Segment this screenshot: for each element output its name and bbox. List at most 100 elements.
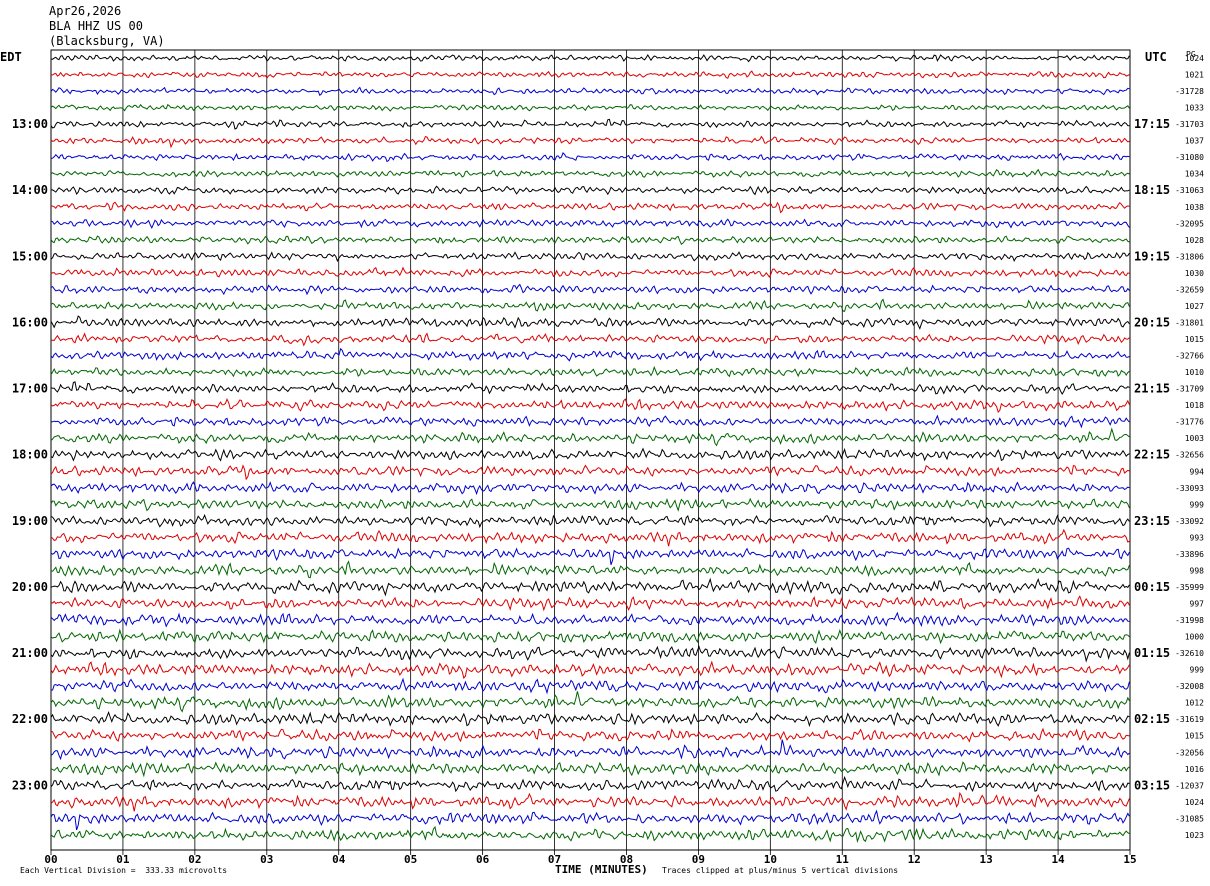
trace-offset-value: 998 — [1190, 566, 1205, 575]
seismic-trace — [50, 103, 1130, 112]
x-tick-label: 04 — [332, 853, 346, 866]
trace-offset-value: -31776 — [1175, 418, 1204, 427]
seismic-trace — [50, 185, 1130, 196]
seismic-trace — [50, 398, 1130, 413]
trace-offset-value: -33092 — [1175, 517, 1204, 526]
seismic-trace — [50, 332, 1130, 347]
utc-hour-label: 00:15 — [1134, 580, 1170, 594]
utc-hour-label: 23:15 — [1134, 514, 1170, 528]
seismic-trace — [50, 825, 1130, 844]
seismic-trace — [50, 298, 1130, 312]
seismic-trace — [50, 86, 1130, 97]
utc-hour-label: 21:15 — [1134, 382, 1170, 396]
trace-offset-value: -32656 — [1175, 451, 1204, 460]
clip-note: Traces clipped at plus/minus 5 vertical … — [662, 866, 899, 875]
trace-offset-value: -31806 — [1175, 252, 1204, 261]
x-tick-label: 02 — [188, 853, 201, 866]
trace-offset-value: 1028 — [1185, 236, 1204, 245]
scale-note: Each Vertical Division = 333.33 microvol… — [20, 866, 228, 875]
utc-axis-label: UTC — [1145, 50, 1167, 64]
seismic-trace — [50, 739, 1130, 761]
edt-hour-label: 13:00 — [12, 117, 48, 131]
seismic-trace — [50, 315, 1130, 330]
seismic-trace — [50, 611, 1130, 628]
seismic-trace — [50, 151, 1130, 163]
trace-offset-value: -31080 — [1175, 153, 1204, 162]
trace-offset-value: -32659 — [1175, 285, 1204, 294]
seismic-trace — [50, 775, 1130, 793]
seismic-trace — [50, 218, 1130, 229]
seismic-trace — [50, 497, 1130, 512]
seismic-trace — [50, 381, 1130, 395]
x-tick-label: 13 — [980, 853, 993, 866]
seismic-trace — [50, 427, 1130, 447]
trace-offset-value: 999 — [1190, 500, 1205, 509]
trace-offset-value: -32056 — [1175, 748, 1204, 757]
utc-hour-label: 22:15 — [1134, 448, 1170, 462]
trace-offset-value: -31728 — [1175, 87, 1204, 96]
trace-offset-value: -31703 — [1175, 120, 1204, 129]
seismic-trace — [50, 266, 1130, 278]
trace-offset-value: -31085 — [1175, 814, 1204, 823]
seismic-trace — [50, 577, 1130, 597]
edt-hour-label: 22:00 — [12, 712, 48, 726]
trace-offset-value: 993 — [1190, 533, 1205, 542]
utc-hour-label: 17:15 — [1134, 117, 1170, 131]
trace-offset-value: 1024 — [1185, 798, 1204, 807]
trace-offset-value: 1003 — [1185, 434, 1204, 443]
trace-offset-value: -31998 — [1175, 616, 1204, 625]
seismic-trace — [51, 54, 1130, 63]
trace-offset-value: 1024 — [1185, 54, 1204, 63]
seismic-trace — [50, 809, 1130, 831]
trace-offset-value: 1038 — [1185, 203, 1204, 212]
seismic-trace — [50, 677, 1130, 695]
seismic-trace — [50, 251, 1130, 263]
x-tick-label: 07 — [548, 853, 561, 866]
utc-hour-label: 18:15 — [1134, 183, 1170, 197]
seismic-trace — [50, 168, 1130, 178]
x-tick-label: 15 — [1123, 853, 1136, 866]
edt-hour-label: 15:00 — [12, 249, 48, 263]
x-tick-label: 00 — [44, 853, 57, 866]
plot-frame — [50, 49, 1131, 851]
seismic-trace — [50, 347, 1130, 362]
trace-offset-value: 1015 — [1185, 732, 1204, 741]
edt-hour-label: 18:00 — [12, 448, 48, 462]
seismic-trace — [50, 595, 1130, 612]
seismic-trace — [50, 283, 1130, 296]
trace-offset-value: 1034 — [1185, 170, 1204, 179]
x-tick-label: 12 — [908, 853, 921, 866]
seismic-trace — [50, 481, 1130, 496]
edt-hour-label: 16:00 — [12, 315, 48, 329]
utc-hour-label: 20:15 — [1134, 315, 1170, 329]
seismic-trace — [50, 628, 1130, 645]
seismic-trace — [50, 235, 1130, 245]
trace-offset-value: 994 — [1190, 467, 1205, 476]
seismic-trace — [50, 528, 1130, 547]
x-tick-label: 14 — [1051, 853, 1065, 866]
seismic-trace — [50, 135, 1130, 149]
seismic-trace — [50, 791, 1130, 812]
trace-offset-value: -31063 — [1175, 186, 1204, 195]
x-tick-label: 05 — [404, 853, 417, 866]
trace-offset-value: -31619 — [1175, 715, 1204, 724]
seismic-trace — [50, 691, 1130, 713]
trace-offset-value: -31801 — [1175, 318, 1204, 327]
trace-offset-value: 1033 — [1185, 104, 1204, 113]
pg-label: PG — [1186, 50, 1196, 59]
trace-offset-value: 1023 — [1185, 831, 1204, 840]
seismic-trace — [50, 547, 1130, 565]
trace-offset-value: 1027 — [1185, 302, 1204, 311]
seismic-trace — [50, 70, 1130, 79]
plot-date: Apr26,2026 — [49, 4, 122, 18]
trace-offset-value: -12037 — [1175, 781, 1204, 790]
trace-offset-value: -32766 — [1175, 352, 1204, 361]
x-tick-label: 11 — [836, 853, 850, 866]
trace-offset-value: 1000 — [1185, 633, 1204, 642]
utc-hour-label: 01:15 — [1134, 646, 1170, 660]
x-tick-label: 09 — [692, 853, 705, 866]
x-tick-label: 01 — [116, 853, 130, 866]
station-location: (Blacksburg, VA) — [49, 34, 165, 48]
edt-hour-label: 17:00 — [12, 382, 48, 396]
